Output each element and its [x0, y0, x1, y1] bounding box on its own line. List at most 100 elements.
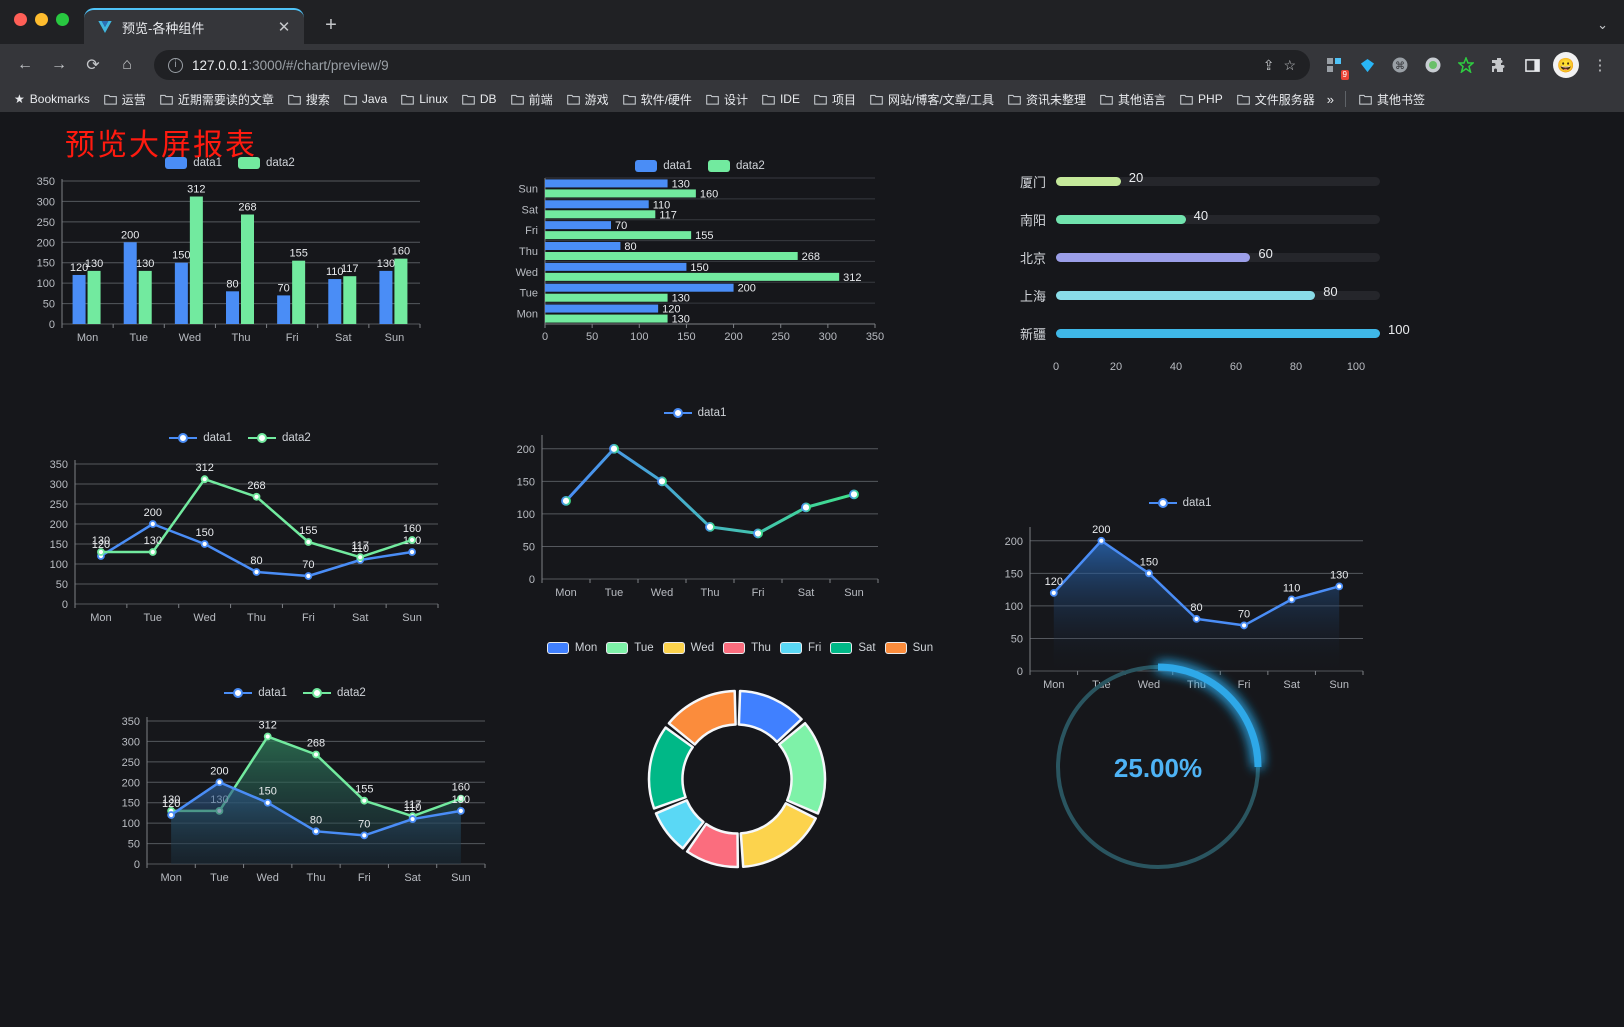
puzzle-icon[interactable]	[1487, 53, 1511, 77]
legend-item[interactable]: data1	[165, 157, 222, 169]
close-window-button[interactable]	[14, 13, 27, 26]
bookmark-folder-design[interactable]: 设计	[700, 89, 754, 110]
data-point[interactable]	[408, 536, 416, 544]
bookmark-star-icon[interactable]: ☆	[1283, 56, 1296, 73]
bookmark-folder-ide[interactable]: IDE	[756, 90, 806, 108]
data-point[interactable]	[97, 548, 105, 556]
reload-button[interactable]: ⟳	[86, 57, 100, 74]
data-point[interactable]	[1097, 536, 1106, 545]
legend-item[interactable]: data2	[248, 432, 311, 444]
sidepanel-icon[interactable]	[1520, 53, 1544, 77]
bookmark-folder-frontend[interactable]: 前端	[505, 89, 559, 110]
progress-track[interactable]: 80	[1056, 284, 1380, 300]
data-point[interactable]	[801, 502, 811, 513]
data-point[interactable]	[705, 522, 715, 532]
legend-item[interactable]: data1	[224, 687, 287, 699]
menu-kebab-icon[interactable]: ⋮	[1592, 57, 1608, 74]
data-point[interactable]	[1049, 588, 1058, 597]
data-point[interactable]	[360, 796, 369, 805]
legend-item[interactable]: data1	[169, 432, 232, 444]
bookmark-folder-games[interactable]: 游戏	[561, 89, 615, 110]
legend-item[interactable]: Wed	[662, 642, 714, 654]
profile-avatar-icon[interactable]: 😀	[1553, 52, 1579, 78]
legend-item[interactable]: Fri	[779, 642, 821, 654]
data-point[interactable]	[304, 538, 313, 546]
data-point[interactable]	[408, 548, 416, 556]
progress-track[interactable]: 40	[1056, 208, 1380, 224]
progress-track[interactable]: 60	[1056, 246, 1380, 262]
legend-item[interactable]: data2	[238, 157, 295, 169]
bar[interactable]	[394, 258, 408, 324]
window-controls[interactable]	[14, 13, 69, 26]
bar[interactable]	[292, 260, 306, 324]
pie-slice-fri[interactable]	[654, 799, 705, 850]
data-point[interactable]	[753, 528, 763, 539]
data-point[interactable]	[148, 548, 157, 556]
bar[interactable]	[545, 231, 692, 240]
data-point[interactable]	[456, 794, 465, 803]
bar[interactable]	[545, 314, 668, 323]
bar[interactable]	[545, 262, 687, 271]
data-point[interactable]	[200, 540, 209, 548]
diamond-icon[interactable]	[1355, 53, 1379, 77]
bar[interactable]	[545, 272, 840, 281]
bookmark-folder-search[interactable]: 搜索	[282, 89, 336, 110]
data-point[interactable]	[356, 553, 365, 562]
data-point[interactable]	[1145, 569, 1153, 578]
legend-item[interactable]: Mon	[546, 642, 597, 654]
data-point[interactable]	[215, 778, 224, 787]
bar[interactable]	[545, 252, 798, 260]
legend-item[interactable]: Tue	[606, 642, 654, 654]
legend-item[interactable]: Sun	[884, 642, 933, 654]
bar[interactable]	[343, 276, 357, 324]
tab-list-chevron-icon[interactable]: ⌄	[1597, 17, 1608, 32]
bar[interactable]	[545, 179, 668, 188]
legend-item[interactable]: data1	[663, 407, 726, 419]
bookmark-folder-projects[interactable]: 项目	[808, 89, 862, 110]
data-point[interactable]	[200, 475, 209, 484]
data-point[interactable]	[304, 572, 313, 580]
bookmark-item[interactable]: ★ Bookmarks	[8, 90, 96, 108]
data-point[interactable]	[1335, 582, 1344, 591]
bar[interactable]	[545, 293, 668, 302]
browser-tab[interactable]: 预览-各种组件 ✕	[84, 8, 304, 44]
other-bookmarks-folder[interactable]: 其他书签	[1353, 89, 1431, 110]
bookmark-folder-linux[interactable]: Linux	[395, 90, 454, 108]
bar[interactable]	[545, 221, 611, 230]
site-info-icon[interactable]: i	[168, 57, 183, 73]
bar[interactable]	[379, 270, 393, 324]
legend-item[interactable]: data2	[303, 687, 366, 699]
back-button[interactable]: ←	[17, 56, 33, 73]
bar[interactable]	[189, 196, 203, 324]
data-point[interactable]	[360, 831, 369, 840]
data-point[interactable]	[312, 827, 320, 836]
data-point[interactable]	[167, 811, 176, 819]
pie-slice-mon[interactable]	[737, 689, 803, 744]
pie-slice-sat[interactable]	[647, 726, 694, 810]
bar[interactable]	[545, 283, 734, 292]
address-bar[interactable]: i 127.0.0.1:3000/#/chart/preview/9 ⇪ ☆	[154, 50, 1310, 80]
bar[interactable]	[138, 270, 152, 324]
bookmark-folder-php[interactable]: PHP	[1174, 90, 1229, 108]
bar[interactable]	[123, 242, 137, 324]
bar[interactable]	[545, 200, 649, 209]
bookmark-folder-otherlang[interactable]: 其他语言	[1094, 89, 1172, 110]
close-tab-button[interactable]: ✕	[277, 19, 291, 36]
share-icon[interactable]: ⇪	[1262, 56, 1275, 73]
bookmark-folder-java[interactable]: Java	[338, 90, 393, 108]
star-green-icon[interactable]	[1454, 53, 1478, 77]
data-point[interactable]	[609, 443, 619, 454]
bar[interactable]	[174, 262, 188, 324]
bookmark-folder-db[interactable]: DB	[456, 90, 503, 108]
bookmark-folder-websites[interactable]: 网站/博客/文章/工具	[864, 89, 1000, 110]
data-point[interactable]	[1287, 595, 1296, 604]
bar[interactable]	[545, 304, 659, 313]
maximize-window-button[interactable]	[56, 13, 69, 26]
bookmark-folder-fileserver[interactable]: 文件服务器	[1231, 89, 1321, 110]
bookmark-folder-news[interactable]: 资讯未整理	[1002, 89, 1092, 110]
data-point[interactable]	[148, 520, 157, 528]
circle-green-icon[interactable]	[1421, 53, 1445, 77]
bar[interactable]	[545, 189, 696, 198]
progress-track[interactable]: 20	[1056, 170, 1380, 186]
bar[interactable]	[545, 210, 656, 219]
